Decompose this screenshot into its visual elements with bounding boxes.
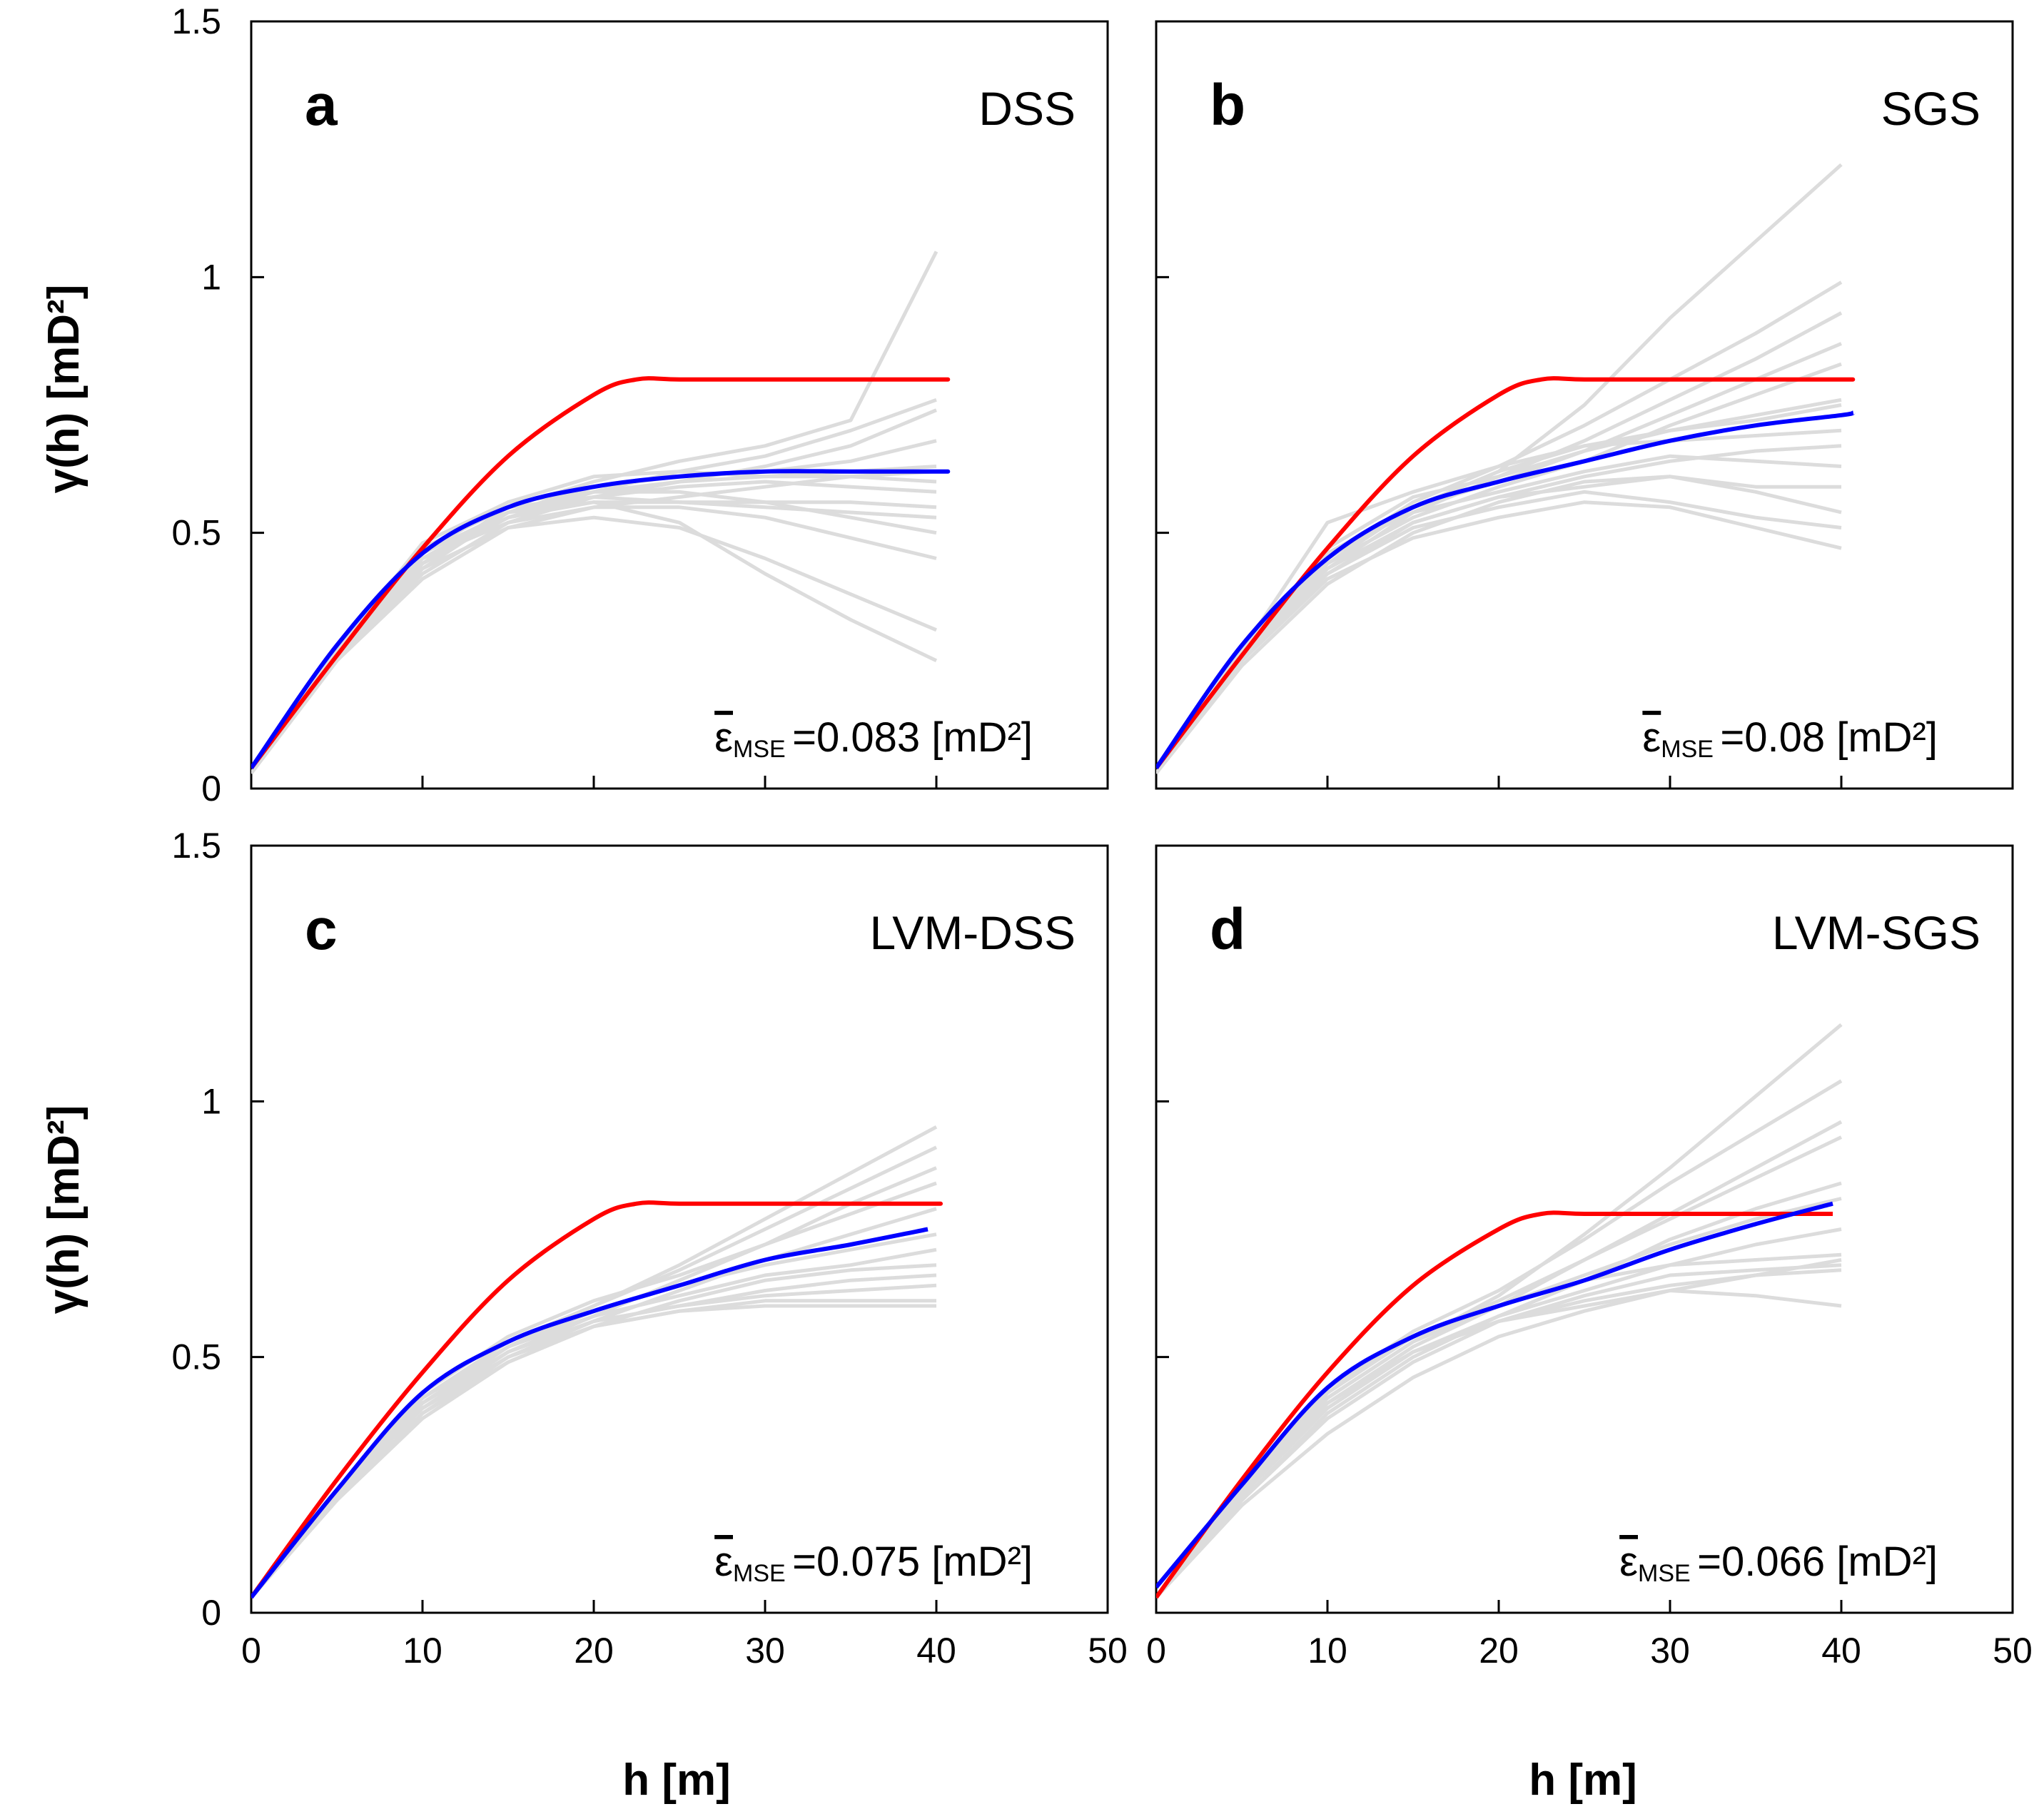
plot-area (1156, 1023, 1843, 1599)
y-axis-title-bottom: γ(h) [mD²] (39, 1105, 88, 1314)
method-label: DSS (978, 82, 1076, 135)
reference-model-line (251, 376, 951, 770)
x-axis-title-right: h [m] (1529, 1755, 1637, 1805)
mean-variogram-line (251, 469, 951, 770)
plot-frame (1155, 844, 2014, 1614)
y-tick-label: 1.5 (171, 826, 221, 866)
mse-annotation: εMSE =0.083 [mD²] (714, 714, 1033, 763)
panel-letter: a (305, 73, 338, 138)
mean-variogram-line (251, 1227, 929, 1599)
method-label: SGS (1881, 82, 1980, 135)
realization-line (1156, 1258, 1842, 1599)
y-tick-label: 0.5 (171, 1337, 221, 1377)
panel-a: 0 0.5 1 1.5 a DSS εMSE =0.083 [mD²] (171, 1, 1109, 809)
method-label: LVM-DSS (870, 906, 1076, 959)
x-tick-label: 50 (1993, 1631, 2033, 1671)
plot-area (251, 250, 951, 775)
y-tick-label: 1.5 (171, 1, 221, 41)
realization-line (1156, 500, 1842, 775)
plot-frame (250, 20, 1109, 790)
y-tick-label: 0 (201, 769, 221, 809)
method-label: LVM-SGS (1772, 906, 1980, 959)
panel-letter: b (1210, 73, 1245, 138)
panel-d: 0 10 20 30 40 50 d LVM-SGS εMSE =0.066 [mD²] (1146, 844, 2033, 1671)
mse-annotation: εMSE =0.075 [mD²] (714, 1539, 1033, 1587)
mean-variogram-line (1156, 410, 1856, 770)
x-tick-label: 40 (1821, 1631, 1861, 1671)
x-tick-label: 30 (1650, 1631, 1690, 1671)
realization-line (1156, 403, 1842, 774)
x-tick-label: 10 (403, 1631, 442, 1671)
realization-line (1156, 428, 1842, 774)
plot-frame (1155, 20, 2014, 790)
x-tick-label: 40 (916, 1631, 956, 1671)
realization-line (1156, 1289, 1842, 1599)
y-tick-label: 0 (201, 1593, 221, 1633)
y-axis-title-top: γ(h) [mD²] (39, 285, 88, 494)
realization-line (251, 1283, 937, 1599)
realization-line (1156, 490, 1842, 774)
plot-area (251, 1125, 943, 1599)
realization-line (251, 1304, 936, 1599)
realization-line (251, 480, 937, 775)
x-tick-label: 20 (574, 1631, 614, 1671)
x-axis-title-left: h [m] (622, 1755, 731, 1805)
x-tick-label: 0 (1146, 1631, 1166, 1671)
plot-area (1156, 163, 1856, 775)
reference-model-line (251, 1200, 943, 1599)
x-tick-label: 20 (1479, 1631, 1519, 1671)
reference-model-line (1156, 1210, 1833, 1599)
reference-model-line (1156, 376, 1856, 770)
x-tick-label: 50 (1088, 1631, 1128, 1671)
y-tick-label: 1 (201, 257, 221, 297)
mean-variogram-line (1156, 1201, 1833, 1589)
x-tick-label: 10 (1307, 1631, 1347, 1671)
mse-annotation: εMSE =0.066 [mD²] (1619, 1539, 1938, 1587)
plot-frame (250, 844, 1109, 1614)
y-tick-label: 1 (201, 1081, 221, 1121)
panel-c: 0 0.5 1 1.5 0 10 20 30 40 50 c LVM-DSS εMSE =0.075 [… (171, 826, 1127, 1671)
x-tick-label: 0 (241, 1631, 261, 1671)
x-tick-label: 30 (745, 1631, 785, 1671)
panel-letter: c (305, 897, 338, 962)
realization-line (1156, 475, 1842, 775)
y-tick-label: 0.5 (171, 513, 221, 553)
mse-annotation: εMSE =0.08 [mD²] (1642, 714, 1938, 763)
panel-letter: d (1210, 897, 1245, 962)
panel-b: b SGS εMSE =0.08 [mD²] (1155, 20, 2014, 790)
